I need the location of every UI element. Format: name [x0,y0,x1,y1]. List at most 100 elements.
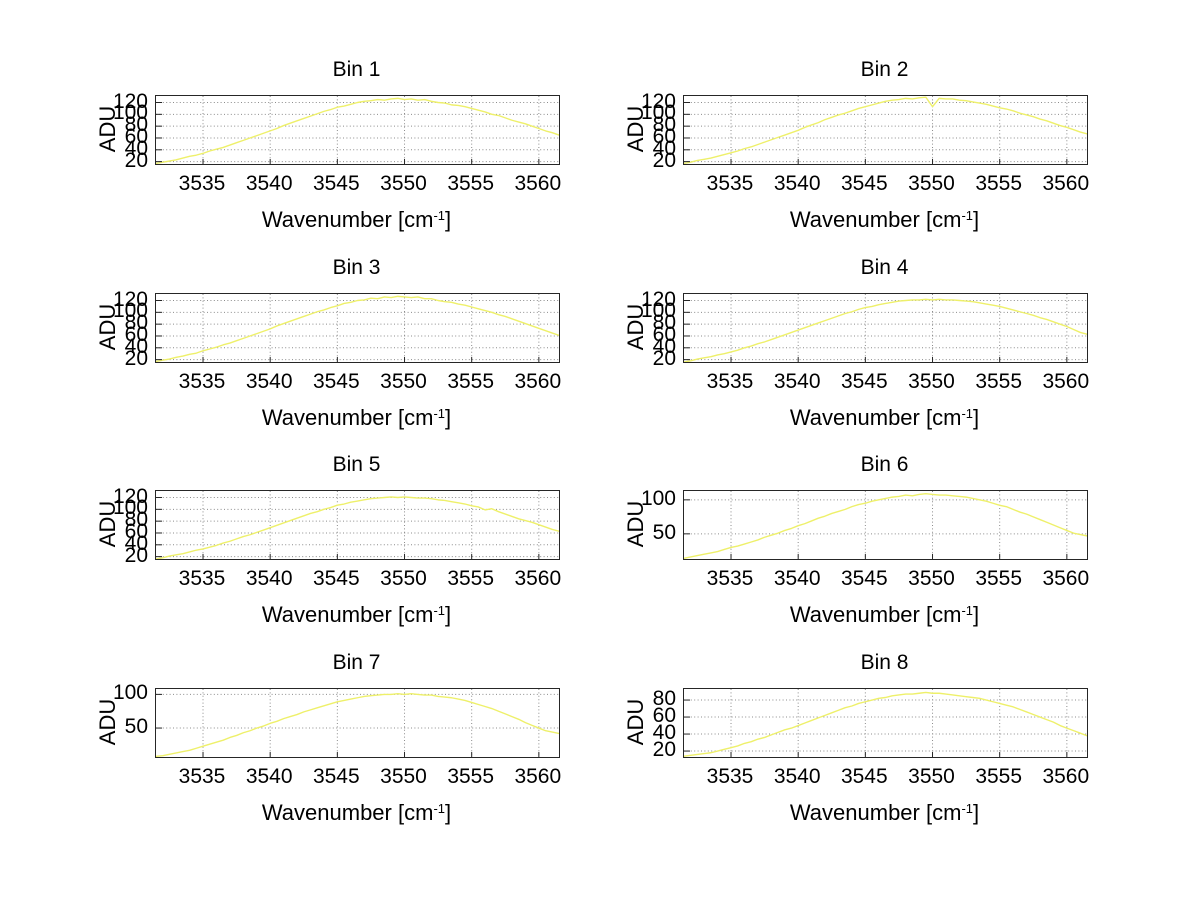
x-tick-label: 3545 [312,370,360,393]
plot-area [155,688,560,758]
x-tick-label: 3555 [975,567,1023,590]
x-tick-label: 3535 [706,370,754,393]
x-axis-label: Wavenumber [cm-1] [789,207,980,232]
y-tick-label: 80 [652,113,676,137]
spectrum-plot-svg [156,491,559,559]
y-tick-label: 80 [124,508,148,532]
x-tick-labels: 3535 3540 3545 3550 3555 3560 [155,370,562,395]
spectrum-curve [156,693,559,757]
y-tick-label: 60 [124,520,148,543]
x-tick-label: 3550 [908,370,955,393]
x-tick-label: 3535 [706,765,754,788]
y-tick-labels: 120 100 80 60 40 20 [553,287,676,369]
subplot-title: Bin 8 [860,651,909,674]
y-tick-labels: 120 100 80 60 40 20 [25,486,148,566]
y-tick-label: 20 [652,738,676,761]
y-tick-label: 50 [124,715,148,738]
plot-area [155,95,560,165]
x-tick-label: 3560 [1042,765,1090,788]
spectrum-plot-svg [684,294,1087,362]
y-tick-label: 20 [652,346,676,370]
y-tick-label: 40 [124,334,148,358]
y-tick-labels: 100 50 [25,682,148,756]
plot-area [683,95,1088,165]
y-tick-labels: 120 100 80 60 40 20 [25,289,148,369]
y-tick-label: 120 [640,287,676,311]
x-axis-label: Wavenumber [cm-1] [789,405,980,430]
y-tick-labels: 120 100 80 60 40 20 [553,91,676,171]
x-tick-labels: 3535 3540 3545 3550 3555 3560 [155,172,562,197]
y-tick-label: 20 [652,148,676,172]
plot-area [155,293,560,363]
y-tick-label: 100 [640,101,676,125]
y-tick-labels: 80 60 40 20 [553,688,676,760]
spectrum-curve [684,96,1087,164]
y-tick-label: 100 [112,101,148,125]
x-tick-label: 3545 [840,567,888,590]
x-axis-label: Wavenumber [cm-1] [261,602,452,627]
subplot-bin-8: Bin 8 ADU 80 60 40 20 3535 3540 3545 3550 3555 3… [553,646,1098,842]
y-tick-label: 40 [124,531,148,555]
x-tick-label: 3540 [773,172,821,195]
spectrum-plot-svg [156,294,559,362]
y-tick-label: 100 [112,681,148,705]
x-tick-label: 3550 [380,172,427,195]
y-tick-label: 40 [124,136,148,160]
subplot-title: Bin 1 [332,58,381,81]
x-tick-labels: 3535 3540 3545 3550 3555 3560 [683,370,1090,395]
y-tick-label: 60 [652,323,676,346]
x-tick-label: 3560 [514,567,562,590]
x-tick-labels: 3535 3540 3545 3550 3555 3560 [683,765,1090,790]
subplot-bin-4: Bin 4 ADU 120 100 80 60 40 20 3535 3540 3545 355… [553,251,1098,447]
x-tick-label: 3535 [706,567,754,590]
x-tick-label: 3535 [706,172,754,195]
spectrum-plot-svg [684,689,1087,757]
x-tick-label: 3550 [380,765,427,788]
x-tick-labels: 3535 3540 3545 3550 3555 3560 [683,172,1090,197]
x-tick-label: 3540 [245,765,293,788]
y-tick-label: 60 [124,323,148,346]
y-tick-label: 40 [652,136,676,160]
x-axis-label: Wavenumber [cm-1] [261,800,452,825]
x-tick-labels: 3535 3540 3545 3550 3555 3560 [155,567,562,592]
y-tick-label: 60 [124,125,148,148]
x-tick-label: 3550 [380,567,427,590]
x-tick-label: 3555 [447,370,495,393]
x-tick-label: 3550 [380,370,427,393]
x-tick-label: 3550 [908,765,955,788]
y-tick-label: 40 [652,334,676,358]
x-tick-label: 3540 [773,370,821,393]
subplot-bin-2: Bin 2 ADU 120 100 80 60 40 20 3535 3540 3545 355… [553,53,1098,249]
x-tick-label: 3560 [1042,370,1090,393]
x-tick-label: 3540 [245,370,293,393]
plot-area [683,293,1088,363]
spectrum-plot-svg [156,689,559,757]
x-tick-label: 3560 [514,172,562,195]
subplot-title: Bin 6 [860,453,909,476]
x-tick-label: 3545 [840,172,888,195]
subplot-bin-6: Bin 6 ADU 100 50 3535 3540 3545 3550 3555 3560… [553,448,1098,644]
x-tick-label: 3550 [908,172,955,195]
x-axis-label: Wavenumber [cm-1] [261,405,452,430]
spectrum-curve [684,298,1087,362]
x-tick-label: 3540 [773,567,821,590]
spectrum-plot-svg [684,491,1087,559]
x-axis-label: Wavenumber [cm-1] [261,207,452,232]
y-tick-label: 20 [124,346,148,370]
y-tick-label: 20 [124,543,148,567]
y-tick-label: 100 [112,496,148,520]
x-tick-label: 3555 [447,567,495,590]
spectrum-curve [156,97,559,164]
y-tick-label: 80 [652,311,676,335]
y-tick-label: 120 [112,89,148,113]
spectrum-curve [684,691,1087,757]
x-tick-label: 3555 [447,765,495,788]
x-tick-label: 3550 [908,567,955,590]
plot-area [155,490,560,560]
spectrum-curve [156,496,559,559]
subplot-bin-5: Bin 5 ADU 120 100 80 60 40 20 3535 3540 3545 355… [25,448,570,644]
subplot-title: Bin 4 [860,256,909,279]
subplot-bin-7: Bin 7 ADU 100 50 3535 3540 3545 3550 3555 3560… [25,646,570,842]
y-tick-label: 40 [652,721,676,744]
y-tick-label: 80 [124,113,148,137]
